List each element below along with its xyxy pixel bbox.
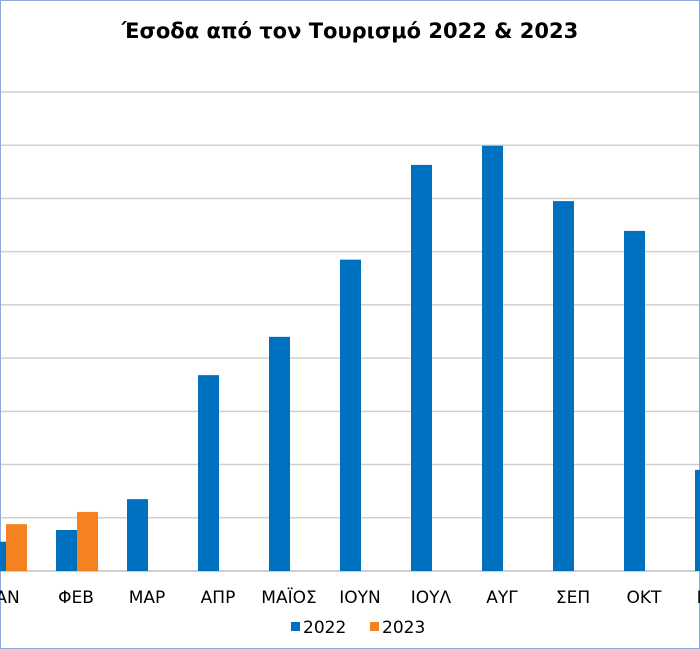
x-tick-label: ΜΑΡ: [129, 588, 166, 608]
legend-swatch: [291, 622, 300, 631]
bar: [624, 230, 645, 571]
x-tick-label: ΑΥΓ: [486, 588, 518, 608]
x-tick-label: ΙΟΥΛ: [411, 588, 452, 608]
legend-label: 2022: [303, 618, 346, 638]
x-tick-label: ΑΠΡ: [201, 588, 236, 608]
x-tick-label: ΝΟΕ: [697, 588, 700, 608]
bar: [77, 511, 98, 571]
bar: [269, 336, 290, 571]
x-tick-label: ΟΚΤ: [627, 588, 663, 608]
bar: [127, 499, 148, 571]
legend-label: 2023: [382, 618, 425, 638]
bar: [340, 259, 361, 571]
bar: [6, 524, 27, 571]
chart-title: Έσοδα από τον Τουρισμό 2022 & 2023: [121, 19, 578, 43]
legend-swatch: [370, 622, 379, 631]
x-tick-label: ΣΕΠ: [556, 588, 590, 608]
bar: [56, 530, 77, 571]
bar: [198, 375, 219, 571]
bar: [695, 469, 700, 571]
bar: [482, 145, 503, 571]
bar: [553, 201, 574, 571]
x-tick-label: ΜΑΪΟΣ: [261, 587, 316, 608]
x-tick-label: ΙΟΥΝ: [339, 588, 381, 608]
bar: [411, 164, 432, 572]
bar: [0, 541, 6, 571]
x-tick-label: ΙΑΝ: [0, 588, 20, 608]
x-tick-label: ΦΕΒ: [58, 588, 94, 608]
